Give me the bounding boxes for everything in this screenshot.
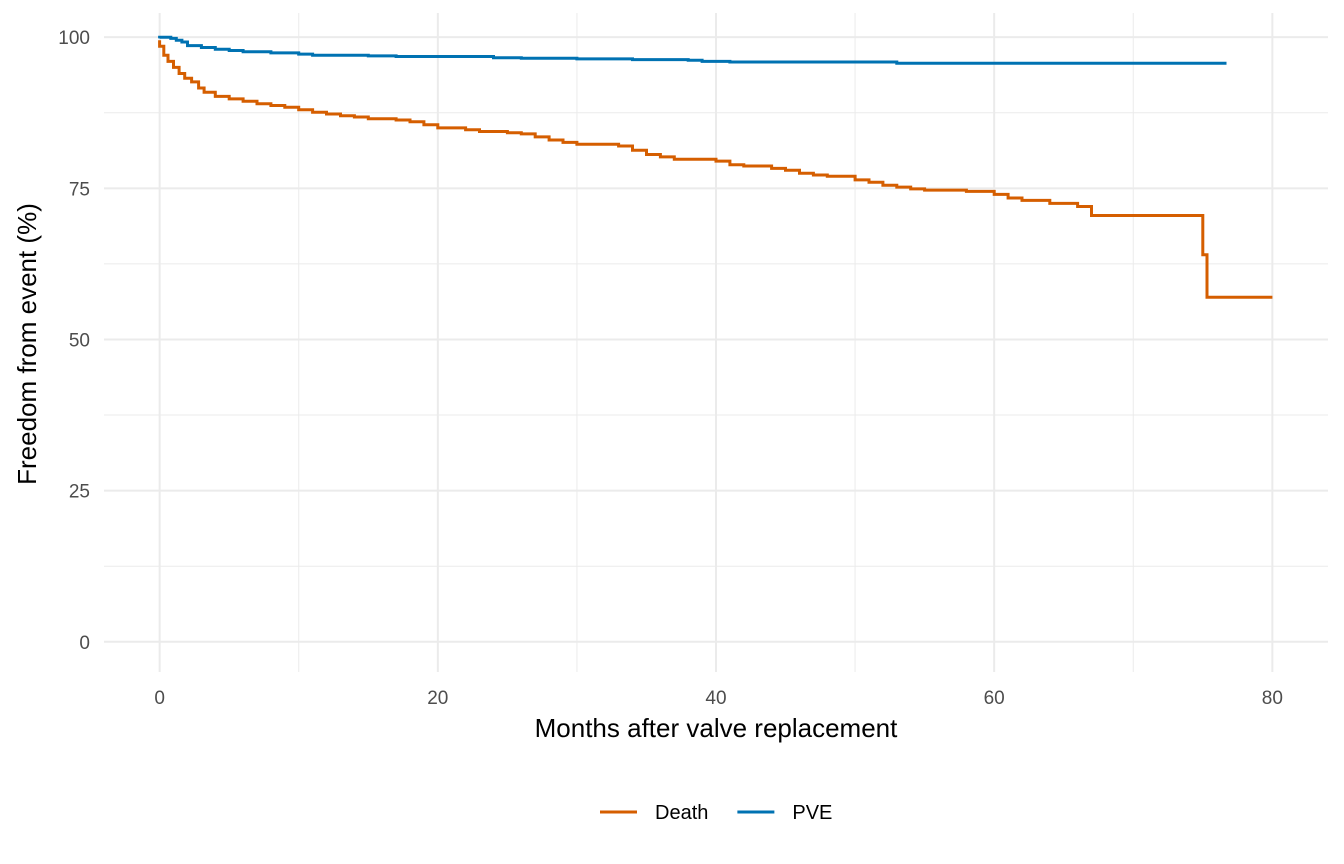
x-tick-label: 40 — [705, 688, 726, 709]
y-tick-label: 0 — [79, 633, 90, 654]
x-tick-label: 20 — [427, 688, 448, 709]
y-tick-label: 100 — [58, 28, 90, 49]
y-tick-label: 75 — [69, 179, 90, 200]
grid — [104, 13, 1328, 672]
x-tick-label: 0 — [154, 688, 165, 709]
legend: Death PVE — [600, 802, 832, 824]
y-axis-ticks: 0 25 50 75 100 — [58, 28, 90, 654]
y-tick-label: 50 — [69, 330, 90, 351]
legend-label-pve: PVE — [792, 802, 832, 824]
y-tick-label: 25 — [69, 482, 90, 503]
y-axis-title: Freedom from event (%) — [12, 203, 42, 485]
x-tick-label: 60 — [984, 688, 1005, 709]
legend-label-death: Death — [655, 802, 708, 824]
series-lines — [158, 35, 1273, 299]
x-tick-label: 80 — [1262, 688, 1283, 709]
x-axis-title: Months after valve replacement — [535, 713, 899, 743]
series-line-pve — [158, 35, 1227, 65]
series-line-death — [158, 40, 1273, 299]
x-axis-ticks: 0 20 40 60 80 — [154, 688, 1283, 709]
